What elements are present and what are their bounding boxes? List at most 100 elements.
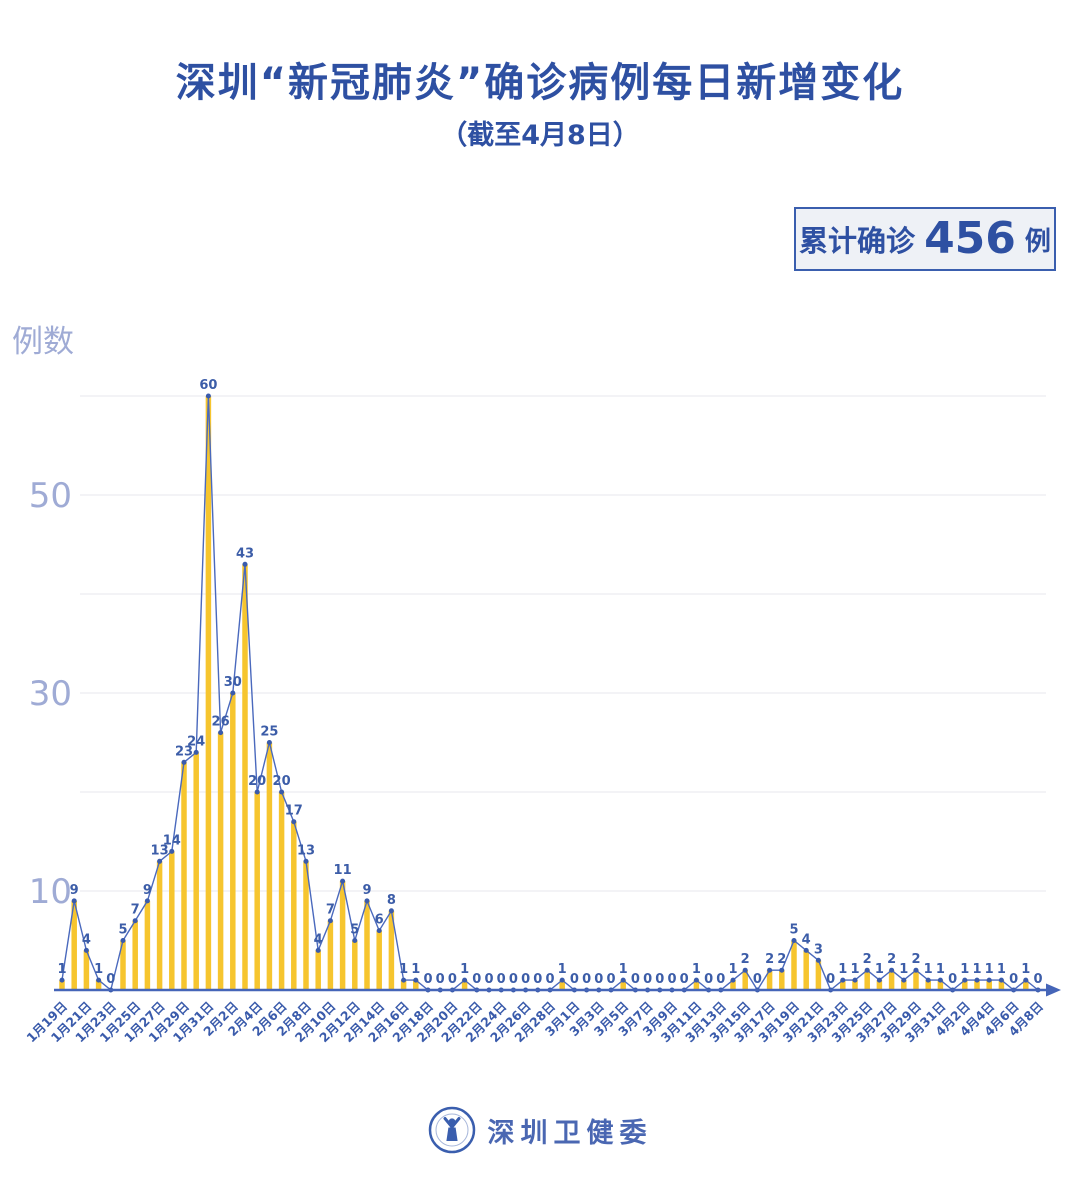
data-point	[742, 967, 748, 973]
data-point	[730, 977, 736, 983]
bar	[864, 970, 870, 990]
value-label: 1	[850, 962, 859, 977]
value-label: 14	[163, 833, 181, 848]
bar	[193, 752, 199, 990]
value-label: 0	[948, 972, 957, 987]
value-label: 0	[484, 972, 493, 987]
value-label: 0	[631, 972, 640, 987]
value-label: 1	[972, 962, 981, 977]
value-label: 0	[472, 972, 481, 987]
value-label: 1	[838, 962, 847, 977]
data-point	[157, 858, 163, 864]
data-point	[925, 977, 931, 983]
bar	[998, 980, 1005, 990]
value-label: 6	[375, 913, 384, 928]
data-point	[364, 898, 370, 904]
bar	[901, 980, 907, 990]
bar	[962, 980, 968, 990]
value-label: 24	[187, 734, 205, 749]
value-label: 0	[655, 972, 664, 987]
value-label: 0	[704, 972, 713, 987]
bar	[400, 980, 407, 990]
value-label: 1	[728, 962, 737, 977]
value-label: 0	[533, 972, 542, 987]
bar	[413, 980, 419, 990]
data-point	[96, 977, 102, 983]
value-label: 1	[399, 962, 408, 977]
value-label: 0	[106, 972, 115, 987]
data-point	[998, 977, 1004, 983]
data-point	[388, 908, 394, 914]
data-point	[205, 393, 211, 399]
data-point	[254, 789, 260, 795]
value-label: 13	[151, 843, 169, 858]
data-point	[986, 977, 992, 983]
value-label: 1	[960, 962, 969, 977]
value-label: 9	[143, 883, 152, 898]
bar	[181, 762, 187, 990]
data-point	[401, 977, 407, 983]
value-label: 13	[297, 843, 315, 858]
value-label: 25	[260, 725, 278, 740]
shenzhen-health-commission-logo	[428, 1106, 475, 1154]
value-label: 5	[118, 923, 127, 938]
value-label: 23	[175, 744, 193, 759]
value-label: 5	[350, 923, 359, 938]
data-point	[291, 819, 297, 825]
bar	[95, 980, 102, 990]
bar	[766, 970, 773, 990]
bar	[693, 980, 700, 990]
data-point	[266, 740, 272, 745]
bar	[461, 980, 468, 990]
bar	[376, 930, 382, 990]
bar	[803, 950, 809, 990]
data-point	[889, 967, 895, 973]
value-label: 43	[236, 546, 254, 561]
bar	[327, 920, 334, 990]
bar	[876, 980, 883, 990]
data-point	[230, 690, 236, 696]
bar	[205, 396, 212, 990]
value-label: 0	[643, 972, 652, 987]
badge-unit: 例	[1024, 226, 1051, 257]
bar	[242, 564, 248, 990]
value-label: 4	[802, 932, 811, 947]
bar	[730, 980, 736, 990]
chart-subtitle: （截至4月8日）	[440, 120, 640, 151]
value-label: 0	[509, 972, 518, 987]
data-point	[559, 977, 565, 983]
bar	[303, 861, 309, 990]
value-label: 0	[680, 972, 689, 987]
value-label: 0	[436, 972, 445, 987]
footer: 深圳卫健委	[0, 1106, 1080, 1154]
value-label: 1	[411, 962, 420, 977]
bar	[1023, 980, 1029, 990]
value-label: 0	[448, 972, 457, 987]
value-label: 1	[460, 962, 469, 977]
data-point	[803, 947, 809, 953]
data-point	[181, 759, 187, 765]
data-point	[352, 938, 358, 943]
data-point	[876, 977, 882, 983]
data-point	[852, 977, 858, 983]
data-point	[864, 967, 870, 973]
bar	[779, 970, 785, 990]
badge-total-count: 456	[924, 213, 1016, 264]
value-label: 2	[911, 952, 920, 967]
value-label: 0	[545, 972, 554, 987]
data-point	[767, 967, 773, 973]
value-label: 0	[716, 972, 725, 987]
data-point	[376, 928, 382, 934]
x-axis-arrow-icon	[1046, 983, 1061, 997]
bar	[937, 980, 944, 990]
bar	[339, 881, 346, 990]
value-label: 2	[863, 952, 872, 967]
value-label: 0	[826, 972, 835, 987]
data-point	[974, 977, 980, 983]
bar	[388, 910, 395, 990]
data-point	[791, 938, 797, 943]
value-label: 9	[362, 883, 371, 898]
bar	[71, 900, 77, 990]
bar	[620, 980, 626, 990]
bar	[559, 980, 565, 990]
